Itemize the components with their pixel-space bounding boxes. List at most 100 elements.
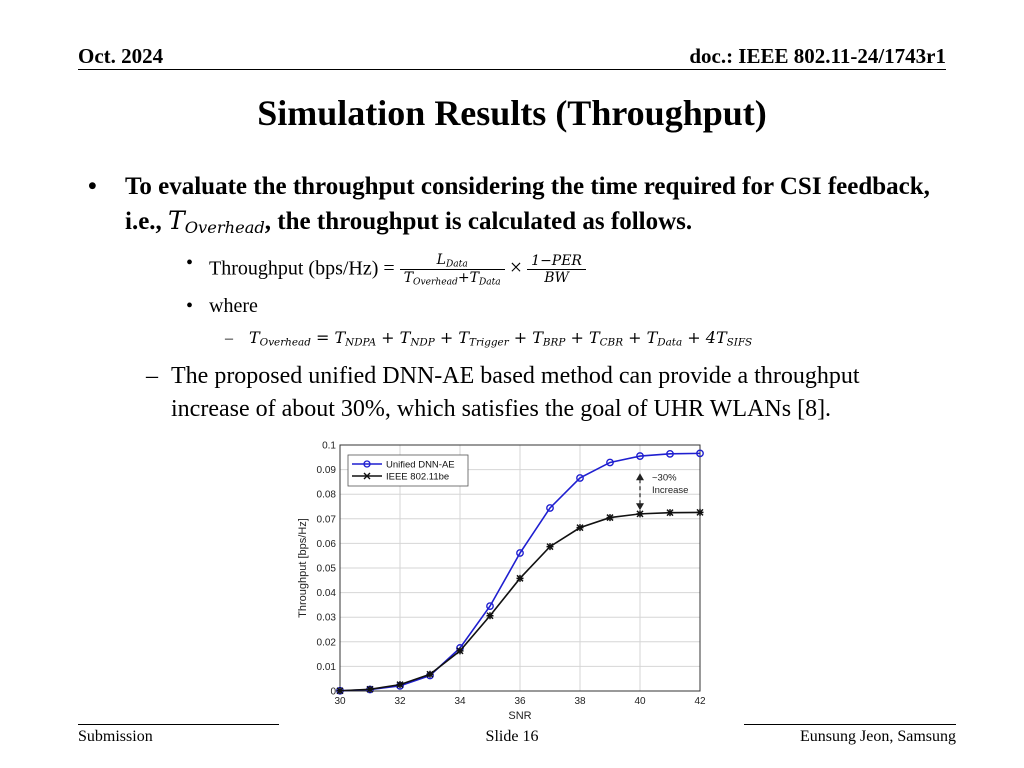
eq-term-0: T	[249, 328, 260, 347]
eq-term-2: T	[399, 328, 411, 347]
series-1-point	[546, 543, 554, 551]
eq-term-sub-6: Data	[657, 336, 683, 349]
series-1-point	[696, 508, 704, 516]
legend-marker-0	[363, 460, 371, 468]
series-0-point	[606, 458, 614, 467]
series-1-point	[336, 687, 344, 695]
legend-marker-1	[363, 472, 371, 480]
x-tick-label: 38	[574, 696, 586, 707]
num1-sub: Data	[445, 259, 468, 270]
x-tick-label: 36	[514, 696, 526, 707]
y-tick-label: 0.1	[322, 441, 336, 452]
eq-term-1: T	[334, 328, 346, 347]
plot-frame	[339, 444, 701, 692]
legend-label-1: IEEE 802.11be	[386, 472, 449, 483]
fraction-2-den: BW	[544, 270, 569, 287]
overhead-marker: –	[225, 330, 233, 347]
eq-term-5: T	[588, 328, 600, 347]
series-0-point	[636, 452, 644, 460]
legend-label-0: Unified DNN-AE	[386, 460, 455, 471]
math-sub: Overhead	[184, 218, 265, 238]
eq-term-sub-0: Overhead	[259, 336, 311, 349]
y-tick-label: 0.08	[317, 490, 337, 501]
y-axis-label: Throughput [bps/Hz]	[297, 518, 309, 618]
slide-title: Simulation Results (Throughput)	[257, 93, 767, 133]
formula-label: Throughput (bps/Hz) =	[209, 257, 400, 280]
fraction-1: LData TOverhead+TData	[399, 252, 505, 288]
y-tick-label: 0.09	[317, 465, 337, 476]
math-var: T	[168, 206, 185, 235]
series-1-point	[576, 524, 584, 532]
den1-plus: +	[457, 270, 470, 287]
y-tick-label: 0.06	[317, 539, 337, 550]
bullet-text-b: , the throughput is calculated as follow…	[264, 208, 693, 235]
formula-marker: •	[186, 252, 194, 274]
overhead-terms: TOverhead = TNDPA + TNDP + TTrigger + TB…	[249, 328, 753, 349]
times-symbol: ×	[509, 254, 523, 280]
x-tick-label: 30	[334, 696, 346, 707]
fraction-1-den: TOverhead+TData	[400, 270, 505, 287]
series-1-point	[366, 685, 374, 693]
eq-op-1: +	[376, 328, 400, 347]
series-0-point	[486, 602, 494, 611]
eq-term-4: T	[532, 328, 543, 347]
eq-term-3: T	[458, 328, 470, 347]
throughput-formula: Throughput (bps/Hz) = LData TOverhead+TD…	[209, 252, 586, 288]
y-tick-label: 0.02	[317, 637, 337, 648]
where-text: where	[209, 295, 258, 317]
footer-slide-number: Slide 16	[485, 728, 539, 745]
throughput-chart: 30 32 34 36 38 40 42 0 0.01 0.02 0.03 0.04 0.05 0.06 0…	[297, 441, 706, 723]
t-overhead-symbol: TOverhead	[168, 206, 265, 238]
eq-term-7: 4T	[705, 328, 727, 347]
num1-var: L	[436, 252, 446, 268]
eq-term-sub-3: Trigger	[469, 336, 509, 349]
x-tick-label: 40	[634, 696, 646, 707]
footer-left-rule	[78, 724, 279, 725]
y-tick-label: 0.01	[317, 662, 337, 673]
series-1-point	[396, 681, 404, 689]
series-1-point	[456, 647, 464, 655]
fraction-2: 1−PER BW	[527, 253, 586, 286]
footer-submission: Submission	[78, 728, 153, 745]
eq-term-sub-7: SIFS	[726, 336, 753, 349]
eq-term-sub-4: BRP	[542, 336, 566, 349]
overhead-equation: – TOverhead = TNDPA + TNDP + TTrigger + …	[225, 328, 752, 349]
eq-op-5: +	[623, 328, 647, 347]
footer-author: Eunsung Jeon, Samsung	[800, 728, 956, 745]
eq-term-sub-1: NDPA	[345, 336, 377, 349]
eq-op-3: +	[508, 328, 533, 347]
fraction-2-num: 1−PER	[527, 253, 586, 271]
y-tick-label: 0	[330, 687, 336, 698]
eq-op-4: +	[565, 328, 589, 347]
series-1-point	[606, 514, 614, 522]
header-divider	[78, 69, 946, 70]
y-tick-label: 0.05	[317, 564, 337, 575]
footer-right-rule	[744, 724, 956, 725]
x-axis-label: SNR	[508, 710, 531, 722]
annotation-text-1: ~30%	[652, 473, 677, 484]
x-tick-label: 32	[394, 696, 406, 707]
den1a-var: T	[403, 270, 414, 287]
y-tick-label: 0.03	[317, 613, 337, 624]
annotation-text-2: Increase	[652, 485, 688, 496]
series-0-point	[546, 504, 554, 512]
eq-term-sub-2: NDP	[410, 336, 435, 349]
series-1-point	[666, 509, 674, 517]
series-1-point	[486, 612, 494, 620]
conclusion-text: The proposed unified DNN-AE based method…	[171, 363, 860, 422]
bullet-main-text: To evaluate the throughput considering t…	[125, 170, 945, 245]
fraction-1-num: LData	[399, 252, 505, 271]
x-tick-label: 42	[694, 696, 706, 707]
series-1-point	[426, 670, 434, 678]
annotation-arrow-head-up	[636, 473, 644, 481]
bullet-marker: •	[88, 173, 97, 200]
y-tick-label: 0.07	[317, 514, 337, 525]
eq-term-6: T	[646, 328, 658, 347]
eq-op-2: +	[434, 328, 459, 347]
series-1-point	[516, 574, 524, 582]
den1a-sub: Overhead	[413, 277, 458, 288]
where-marker: •	[186, 295, 194, 317]
eq-term-sub-5: CBR	[599, 336, 624, 349]
den1b-sub: Data	[478, 277, 501, 288]
header-doc-id: doc.: IEEE 802.11-24/1743r1	[689, 44, 946, 68]
